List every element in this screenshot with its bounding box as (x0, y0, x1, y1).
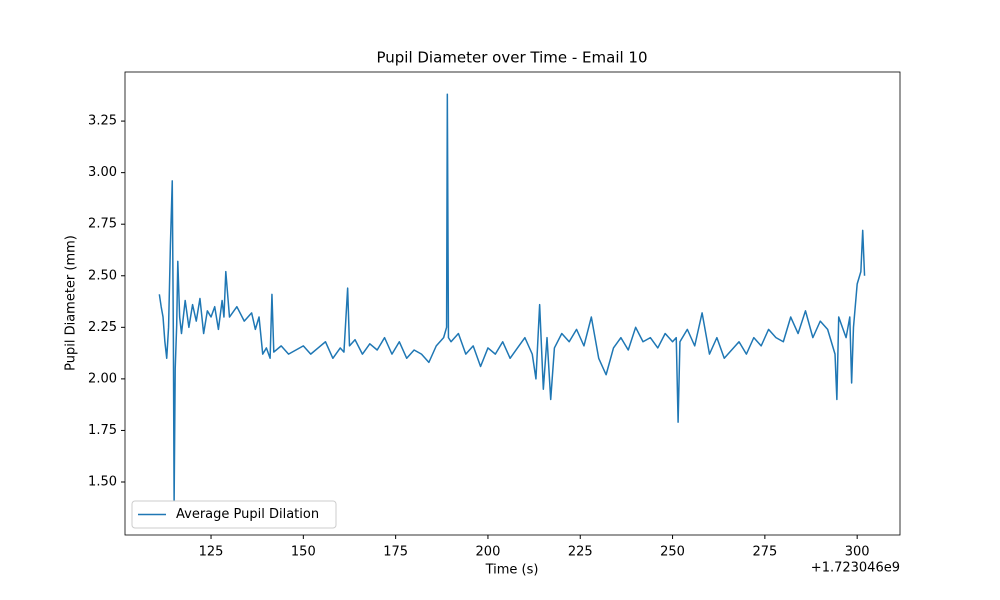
y-tick-label: 1.50 (88, 474, 117, 489)
data-line (158, 93, 866, 504)
x-tick-label: 250 (660, 545, 685, 560)
y-axis-label: Pupil Diameter (mm) (64, 235, 79, 371)
y-tick-label: 2.75 (88, 217, 117, 232)
x-tick-label: 225 (568, 545, 593, 560)
x-tick-label: 200 (476, 545, 501, 560)
axes-frame (124, 71, 901, 536)
x-tick-label: 175 (383, 545, 408, 560)
x-offset-label: +1.723046e9 (811, 561, 900, 576)
legend-box (131, 500, 337, 529)
x-tick-label: 275 (752, 545, 777, 560)
y-tick-label: 2.50 (88, 268, 117, 283)
y-tick-label: 3.25 (88, 114, 117, 129)
y-tick-label: 3.00 (88, 165, 117, 180)
chart-title: Pupil Diameter over Time - Email 10 (376, 49, 647, 67)
legend-label: Average Pupil Dilation (176, 507, 319, 522)
x-tick-label: 150 (291, 545, 316, 560)
x-tick-label: 125 (199, 545, 224, 560)
y-tick-label: 2.00 (88, 371, 117, 386)
y-tick-label: 2.25 (88, 320, 117, 335)
x-axis-label: Time (s) (485, 563, 539, 578)
y-tick-label: 1.75 (88, 423, 117, 438)
x-tick-label: 300 (845, 545, 870, 560)
